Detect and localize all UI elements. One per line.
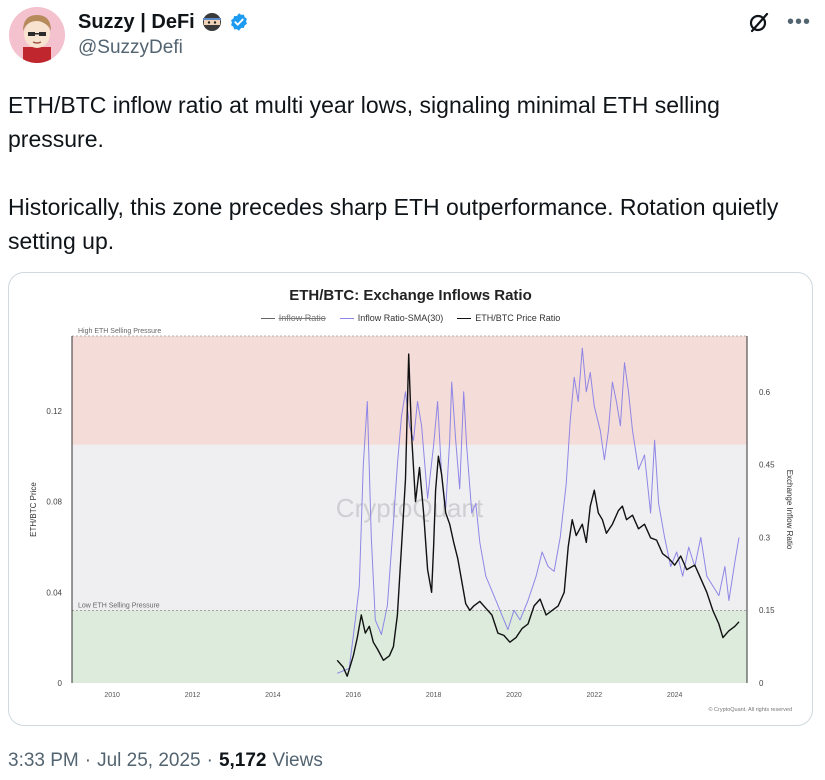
- author-avatar[interactable]: [9, 7, 65, 63]
- x-tick-label: 2022: [587, 692, 603, 699]
- y-right-tick-label: 0.45: [759, 461, 775, 470]
- chart-watermark: CryptoQuant: [336, 493, 484, 523]
- x-tick-label: 2010: [104, 692, 120, 699]
- legend-label: Inflow Ratio-SMA(30): [357, 313, 444, 323]
- tweet-paragraph: Historically, this zone precedes sharp E…: [8, 194, 779, 254]
- chart-title: ETH/BTC: Exchange Inflows Ratio: [289, 287, 532, 304]
- y-right-tick-label: 0.6: [759, 388, 771, 397]
- y-right-tick-label: 0.3: [759, 533, 771, 542]
- legend-label: ETH/BTC Price Ratio: [475, 313, 561, 323]
- author-name-row: Suzzy | DeFi: [78, 9, 249, 35]
- zone-label: High ETH Selling Pressure: [78, 328, 161, 335]
- chart-plot: High ETH Selling Pressure Low ETH Selling…: [29, 328, 794, 713]
- x-tick-label: 2014: [265, 692, 281, 699]
- chart-zone: [72, 444, 747, 611]
- x-tick-label: 2024: [667, 692, 683, 699]
- zone-label: Low ETH Selling Pressure: [78, 602, 160, 609]
- x-tick-label: 2016: [345, 692, 361, 699]
- views-label: Views: [272, 750, 323, 771]
- y-left-tick-label: 0.04: [46, 588, 62, 597]
- legend-item-price-ratio: ETH/BTC Price Ratio: [457, 313, 560, 323]
- y-left-tick-label: 0.12: [46, 407, 62, 416]
- tweet-actions-top: •••: [747, 10, 811, 34]
- chart-legend: Inflow Ratio Inflow Ratio-SMA(30) ETH/BT…: [9, 313, 812, 323]
- series-line-inflow-ratio-sma-30-: [337, 347, 740, 674]
- tweet-media-chart[interactable]: ETH/BTC: Exchange Inflows Ratio Inflow R…: [8, 272, 813, 726]
- author-handle[interactable]: @SuzzyDefi: [78, 37, 183, 58]
- legend-item-inflow-sma: Inflow Ratio-SMA(30): [339, 313, 444, 323]
- y-right-tick-label: 0.15: [759, 606, 775, 615]
- tweet-date[interactable]: Jul 25, 2025: [97, 750, 201, 771]
- more-options-icon[interactable]: •••: [786, 11, 811, 33]
- meta-separator: ·: [84, 750, 92, 771]
- tweet-text: ETH/BTC inflow ratio at multi year lows,…: [8, 88, 808, 258]
- author-display-name[interactable]: Suzzy | DeFi: [78, 10, 195, 33]
- legend-item-inflow-ratio: Inflow Ratio: [260, 313, 326, 323]
- tweet-paragraph: ETH/BTC inflow ratio at multi year lows,…: [8, 92, 720, 152]
- legend-label: Inflow Ratio: [278, 313, 326, 323]
- ninja-emoji-icon: [202, 13, 221, 31]
- chart-zone: [72, 610, 747, 683]
- x-tick-label: 2020: [506, 692, 522, 699]
- meta-separator: ·: [206, 750, 213, 771]
- y-right-tick-label: 0: [759, 679, 764, 688]
- chart-credit: © CryptoQuant. All rights reserved: [708, 706, 792, 713]
- views-count: 5,172: [218, 750, 267, 771]
- tweet-time[interactable]: 3:33 PM: [8, 750, 79, 771]
- avatar-cartoon-icon: [9, 7, 65, 63]
- y-left-tick-label: 0.08: [46, 498, 62, 507]
- y-left-axis-label: ETH/BTC Price: [29, 482, 38, 537]
- x-tick-label: 2012: [185, 692, 201, 699]
- x-tick-label: 2018: [426, 692, 442, 699]
- y-left-tick-label: 0: [58, 679, 63, 688]
- verified-badge-icon[interactable]: [229, 12, 249, 32]
- y-right-axis-label: Exchange Inflow Ratio: [785, 470, 794, 550]
- tweet-meta: 3:33 PM · Jul 25, 2025 · 5,172 Views: [8, 750, 323, 772]
- series-line-eth-btc-price-ratio: [336, 353, 740, 677]
- grok-icon[interactable]: [747, 10, 771, 34]
